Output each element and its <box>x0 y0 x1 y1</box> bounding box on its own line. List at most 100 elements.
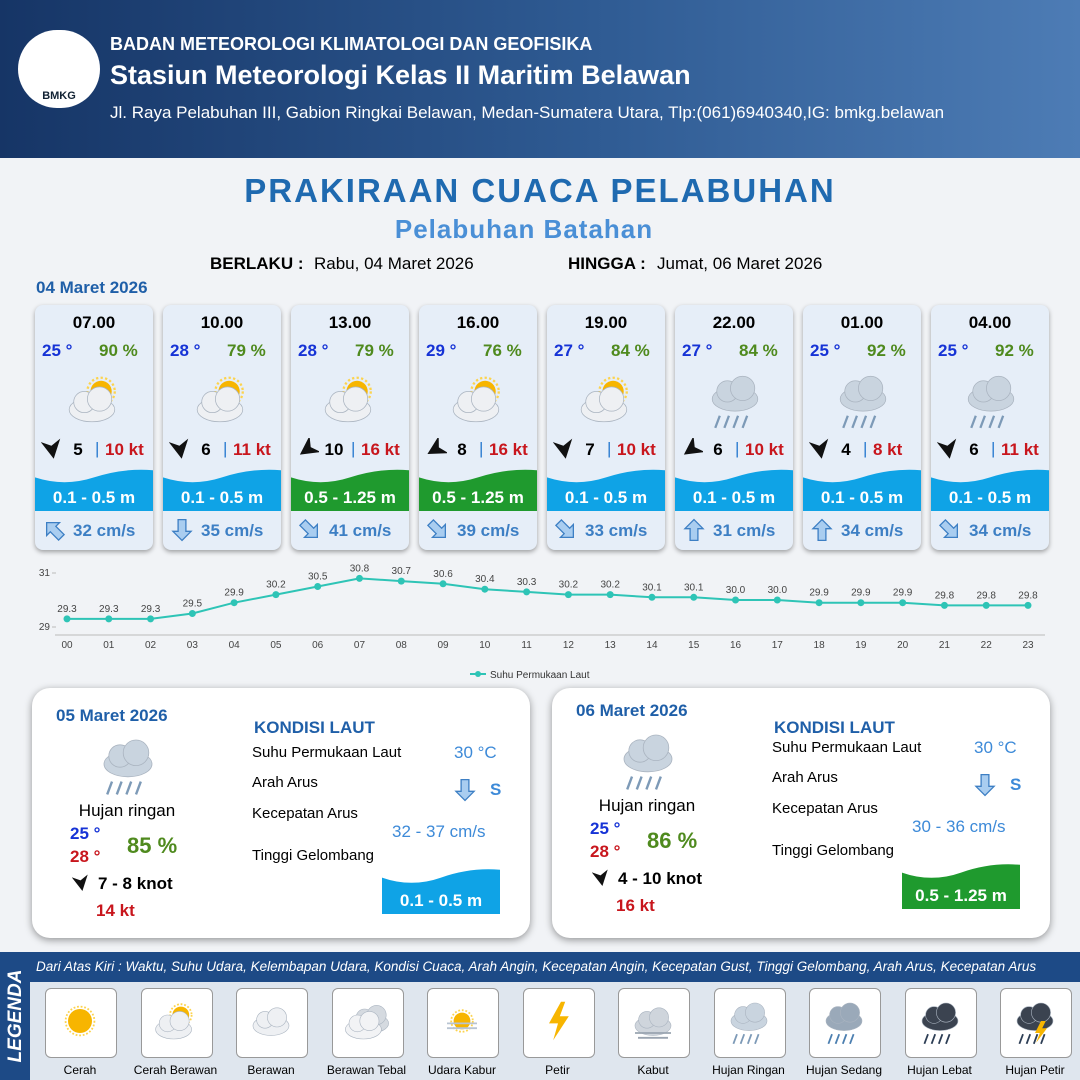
current-arrow <box>553 517 579 548</box>
time: 22.00 <box>712 313 756 332</box>
sst-point <box>105 615 113 623</box>
data-label: 29.9 <box>224 588 244 599</box>
day-gust: 14 kt <box>96 901 135 920</box>
weather-icon <box>953 365 1029 433</box>
legend-icon-svg <box>154 1003 192 1040</box>
address: Jl. Raya Pelabuhan III, Gabion Ringkai B… <box>110 103 945 122</box>
sst-point <box>857 599 865 607</box>
wind-arrow <box>808 438 831 465</box>
day-icon-svg <box>103 739 153 795</box>
weather-icon-svg <box>711 375 759 429</box>
weather-icon-svg <box>68 376 116 423</box>
weather-icon-svg <box>839 375 887 429</box>
wind-speed: 7 <box>585 440 595 459</box>
weather-icon-svg <box>452 376 500 423</box>
x-tick-label: 06 <box>312 640 324 651</box>
air-temp: 27 ° <box>682 341 713 360</box>
humidity: 92 % <box>995 341 1034 360</box>
weather-icon <box>441 365 517 433</box>
wind-arrow-svg <box>591 869 608 886</box>
data-label: 30.4 <box>475 574 495 585</box>
air-temp: 28 ° <box>298 341 329 360</box>
legend-icon-svg <box>1016 1002 1054 1045</box>
data-label: 30.6 <box>433 569 453 580</box>
time: 07.00 <box>72 313 116 332</box>
day-wave-shape <box>902 857 1020 909</box>
to-date: Jumat, 06 Maret 2026 <box>657 254 823 273</box>
y-tick-label: 29 <box>39 622 51 633</box>
x-tick-label: 05 <box>270 640 282 651</box>
legend-icon <box>241 995 301 1047</box>
data-label: 30.0 <box>768 585 788 596</box>
sst-point <box>773 596 781 604</box>
gust: 16 kt <box>361 440 400 459</box>
x-tick-label: 17 <box>772 640 784 651</box>
x-tick-label: 03 <box>187 640 199 651</box>
current-arrow-svg <box>454 778 476 802</box>
day-date: 06 Maret 2026 <box>576 701 688 720</box>
humidity: 92 % <box>867 341 906 360</box>
weather-icon-svg <box>967 375 1015 429</box>
day-icon <box>88 730 168 798</box>
current-speed: 35 cm/s <box>201 521 264 540</box>
header-bg <box>0 0 1080 158</box>
sst-point <box>1024 601 1032 609</box>
x-tick-label: 01 <box>103 640 115 651</box>
legend-cell <box>427 988 499 1058</box>
speed-label: Kecepatan Arus <box>252 805 358 822</box>
data-label: 30.2 <box>266 580 286 591</box>
day-temp-max: 28 ° <box>590 842 621 861</box>
x-tick-label: 09 <box>437 640 449 651</box>
day-date: 05 Maret 2026 <box>56 706 168 725</box>
legend-label: Cerah Berawan <box>133 1063 218 1077</box>
day-wind-arrow <box>591 869 610 892</box>
wave-label: Tinggi Gelombang <box>772 842 895 859</box>
chart: 29 31 00 01 02 03 04 05 06 07 08 09 10 11 12 13 14 15 16 17… <box>0 555 1080 685</box>
time: 04.00 <box>968 313 1012 332</box>
data-label: 30.1 <box>642 582 662 593</box>
day-icon <box>608 725 688 793</box>
dir-label: Arah Arus <box>772 769 838 786</box>
wind-arrow <box>681 435 705 465</box>
wave-shape <box>803 463 921 511</box>
air-temp: 28 ° <box>170 341 201 360</box>
wave-svg <box>675 469 793 511</box>
legend-icon-svg <box>344 1005 389 1040</box>
humidity: 79 % <box>355 341 394 360</box>
data-label: 30.0 <box>726 585 746 596</box>
sst-point <box>481 585 489 593</box>
legend-icon <box>910 995 970 1047</box>
legend-label: Berawan <box>247 1063 295 1077</box>
subtitle: Pelabuhan Batahan <box>394 214 654 244</box>
weather-icon <box>825 365 901 433</box>
sst-point <box>690 593 698 601</box>
wave-svg <box>163 469 281 511</box>
legend-description: Dari Atas Kiri : Waktu, Suhu Udara, Kele… <box>36 959 1037 974</box>
data-label: 29.8 <box>935 590 955 601</box>
wave-shape <box>419 463 537 511</box>
day-temp-max: 28 ° <box>70 847 101 866</box>
current-arrow-svg <box>938 518 959 539</box>
weather-icon-svg <box>324 376 372 423</box>
current-arrow <box>681 517 707 548</box>
wind-speed: 4 <box>841 440 851 459</box>
data-label: 29.8 <box>1018 590 1038 601</box>
data-label: 29.3 <box>57 604 77 615</box>
wave-height: 0.5 - 1.25 m <box>432 488 524 507</box>
separator: | <box>991 439 996 458</box>
wind-arrow-svg <box>40 438 61 459</box>
humidity: 79 % <box>227 341 266 360</box>
data-label: 30.7 <box>392 566 412 577</box>
air-temp: 25 ° <box>810 341 841 360</box>
sst-value: 30 °C <box>974 738 1017 757</box>
current-arrow <box>169 517 195 548</box>
x-tick-label: 04 <box>229 640 241 651</box>
dir-arrow <box>972 772 998 803</box>
current-speed: 34 cm/s <box>969 521 1032 540</box>
sea-title: KONDISI LAUT <box>254 718 375 737</box>
legend-cell <box>236 988 308 1058</box>
separator: | <box>223 439 228 458</box>
current-arrow-svg <box>683 518 705 542</box>
y-tick-label: 31 <box>39 568 51 579</box>
x-tick-label: 20 <box>897 640 909 651</box>
